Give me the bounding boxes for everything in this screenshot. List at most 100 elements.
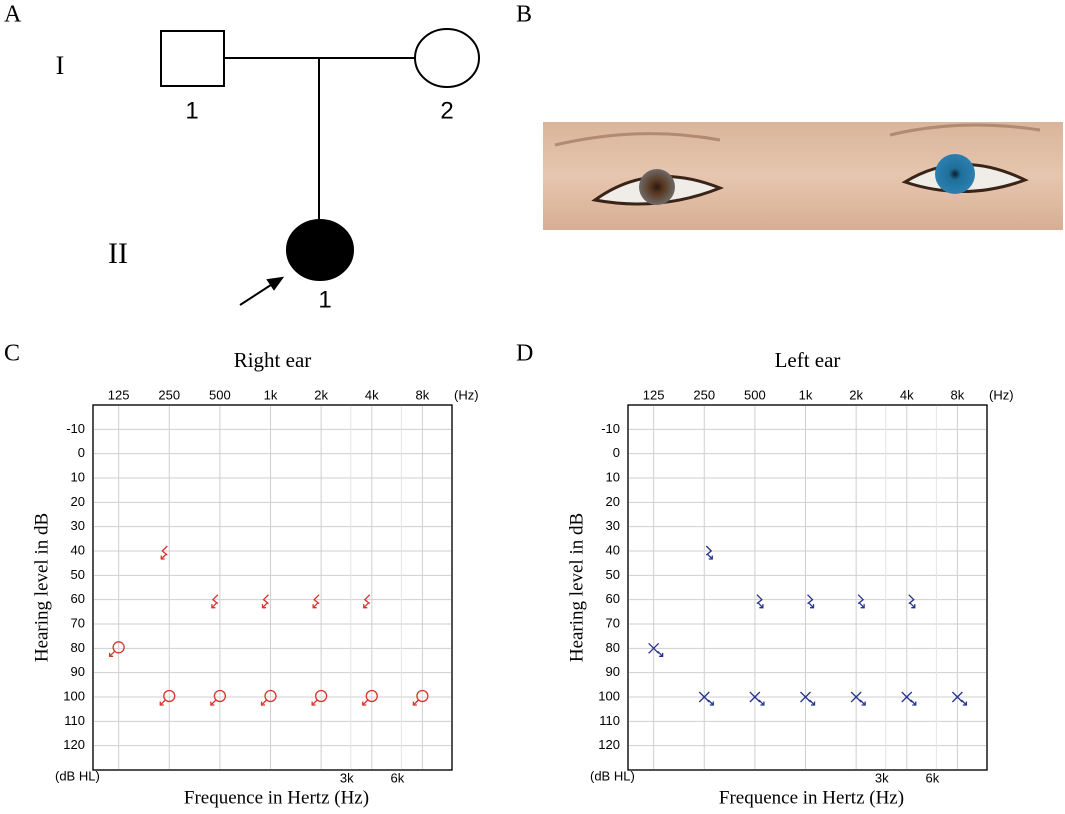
arrow-shaft [211,602,218,609]
arrow-head [159,701,164,706]
arrow-shaft [859,699,866,706]
x-tick-label: 4k [900,387,914,402]
x-tick-label: 2k [849,387,863,402]
marker [850,691,862,703]
marker [363,594,371,605]
data-point [362,689,378,706]
y-tick-label: 40 [606,542,620,557]
arrow-shaft [210,699,217,706]
x-minor-tick-label: 3k [340,770,354,785]
arrow-shaft [311,699,318,706]
brow-shadow [554,132,721,147]
y-tick-label: 50 [71,567,85,582]
x-minor-tick-label: 3k [875,770,889,785]
y-unit-label: (dB HL) [590,768,635,783]
data-point [901,691,917,706]
marker [800,691,811,703]
x-tick-label: 4k [365,387,379,402]
arrow-shaft [160,553,167,560]
marker [161,545,168,556]
arrow-head [709,701,714,706]
audiogram: Right ear -10 0 10 20 30 40 50 60 70 80 90 100 110 120… [31,348,478,809]
y-tick-label: 10 [71,469,85,484]
arrow-head [708,555,713,560]
individual-label: 1 [318,286,331,313]
y-tick-label: 60 [606,591,620,606]
y-tick-label: 100 [598,688,620,703]
x-tick-label: 250 [158,387,180,402]
arrow-shaft [362,699,369,706]
pedigree [160,28,480,306]
marker [698,691,710,703]
data-point [412,689,429,706]
y-tick-label: 30 [71,518,85,533]
data-point [261,594,269,609]
y-tick-label: 20 [606,494,620,509]
y-tick-label: 120 [598,737,620,752]
marker [908,594,915,605]
x-tick-label: 8k [416,387,430,402]
plot-border [92,404,453,771]
marker [756,594,763,605]
data-point [807,594,815,609]
x-minor-tick-label: 6k [391,770,405,785]
marker [951,691,963,703]
arrow-head [108,652,114,657]
y-tick-label: 90 [606,664,620,679]
arrow-shaft [312,602,319,609]
marker [857,594,865,605]
marker [163,689,176,703]
marker [313,594,320,605]
generation-label: II [108,237,128,270]
y-tick-label: -10 [66,421,85,436]
arrow-head [811,701,816,706]
y-tick-label: 70 [606,615,620,630]
y-tick-label: 110 [599,713,620,728]
arrow-shaft [707,699,714,706]
x-tick-label: 500 [209,387,231,402]
x-tick-label: 250 [693,387,715,402]
x-unit-label: (Hz) [454,387,479,402]
blue-iris [935,154,975,194]
arrow-shaft [363,602,370,609]
arrow-shaft [757,602,764,609]
panel-label: D [516,341,533,367]
brow-shadow [889,123,1041,137]
arrow-head [810,604,815,609]
arrow-head [363,604,368,609]
y-tick-label: 40 [71,542,85,557]
arrow-head [759,604,764,609]
arrow-head [912,701,917,706]
y-axis-title: Hearing level in dB [566,513,587,662]
data-point [160,545,168,560]
marker [262,594,269,605]
female-symbol [414,28,480,88]
marker [901,691,913,703]
data-point [211,594,219,609]
arrow-head [362,701,367,706]
x-axis-title: Frequence in Hertz (Hz) [184,787,369,808]
arrow-head [211,604,216,609]
arrow-head [311,701,316,706]
arrow-shaft [758,699,765,706]
data-point [363,594,371,609]
plot-frame [92,404,453,771]
chart-title: Left ear [775,348,841,372]
y-unit-label: (dB HL) [55,768,100,783]
marker [213,689,227,703]
panel-label: C [4,341,20,367]
arrow-shaft [960,699,967,706]
panel-label: A [4,2,22,28]
generation-label: I [56,51,65,80]
arrow-shaft [262,602,268,609]
y-tick-label: 90 [71,664,85,679]
arrow-shaft [261,699,267,706]
panel-label: B [516,2,532,28]
x-tick-label: 500 [744,387,766,402]
y-tick-label: 80 [71,640,85,655]
affected-female [286,219,354,281]
arrow-shaft [858,602,865,609]
y-axis-title: Hearing level in dB [31,513,52,662]
eye-photo [543,122,1063,230]
data-point [648,642,664,657]
